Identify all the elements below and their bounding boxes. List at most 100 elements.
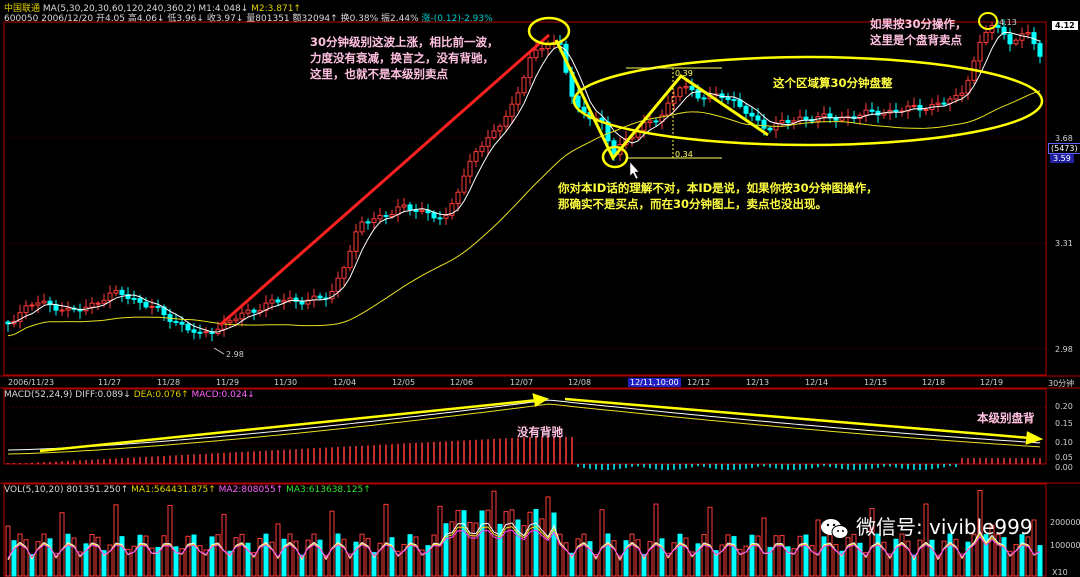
volume-bar <box>53 552 59 577</box>
candle <box>503 110 509 131</box>
volume-bar <box>965 541 971 577</box>
date-label: 12/06 <box>450 378 474 387</box>
candle <box>293 293 299 309</box>
uptrend-line <box>219 33 550 327</box>
volume-bar <box>119 536 125 577</box>
volume-bar <box>503 511 509 577</box>
volume-bar <box>383 503 389 577</box>
candle <box>545 40 551 55</box>
volume-bar <box>635 539 641 577</box>
candle <box>365 218 371 230</box>
candle <box>335 271 341 298</box>
volume-bar <box>707 506 713 577</box>
macd-histogram <box>7 436 1041 470</box>
volume-bar <box>89 534 95 577</box>
macd-arrows <box>39 393 1044 453</box>
volume-bar <box>149 547 155 577</box>
candle <box>281 293 287 310</box>
volume-bar <box>113 504 119 577</box>
volume-bar <box>671 542 677 577</box>
macd-axis-3: 0.05 <box>1055 453 1073 462</box>
volume-bar <box>809 545 815 577</box>
candle <box>815 111 821 129</box>
candle <box>155 299 161 312</box>
volume-bar <box>563 542 569 577</box>
volume-bar <box>827 534 833 577</box>
volume-bar <box>629 533 635 577</box>
volume-bar <box>881 541 887 577</box>
volume-bar <box>1001 537 1007 577</box>
volume-bar <box>905 540 911 577</box>
date-label: 12/12 <box>687 378 711 387</box>
candle <box>395 199 401 223</box>
pivot-circle-low <box>601 145 629 169</box>
price-label-2: 3.68 <box>1055 134 1073 143</box>
candle <box>857 112 863 125</box>
volume-bar <box>1007 550 1013 577</box>
volume-bar <box>179 548 185 577</box>
candle <box>455 188 461 212</box>
volume-bar <box>161 535 167 577</box>
candle <box>797 109 803 126</box>
ma-header: 中国联通 MA(5,30,20,30,60,120,240,360,2) M1:… <box>4 1 301 14</box>
volume-bar <box>893 538 899 577</box>
date-label: 11/28 <box>157 378 181 387</box>
change-value: 涨-(0.12)-2.93% <box>421 14 493 24</box>
swing-top-label: 0.39 <box>675 69 693 78</box>
price-label-3: 3.59 <box>1050 154 1074 163</box>
macd-title: MACD(52,24,9) <box>4 390 73 400</box>
candle <box>539 43 545 58</box>
volume-bar <box>839 550 845 577</box>
candle <box>521 74 527 97</box>
volume-bar <box>215 534 221 577</box>
volume-bar <box>461 510 467 577</box>
price-label-5: 2.98 <box>1055 345 1073 354</box>
quote-header: 600050 2006/12/20 开4.05 高4.06↓ 低3.96↓ 收3… <box>4 11 493 24</box>
volume-bar <box>557 533 563 577</box>
volume-bar <box>239 533 245 577</box>
candle <box>11 314 17 328</box>
volume-bar <box>989 524 995 577</box>
volume-bar <box>581 533 587 577</box>
volume-bar <box>527 511 533 577</box>
candle <box>1025 24 1031 39</box>
vol-header: VOL(5,10,20) 801351.250↑ MA1:564431.875↑… <box>4 485 371 495</box>
candle <box>83 299 89 316</box>
candle <box>197 324 203 339</box>
volume-bar <box>773 535 779 577</box>
volume-bar <box>443 523 449 577</box>
candle <box>413 203 419 219</box>
period-label[interactable]: 30分钟 <box>1048 379 1075 388</box>
vol-ma3: MA3:613638.125↑ <box>286 485 371 495</box>
volume-bar <box>47 538 53 577</box>
volume-bar <box>617 555 623 577</box>
candle <box>917 98 923 118</box>
volume-bar <box>971 533 977 577</box>
candle <box>41 293 47 306</box>
candle <box>869 102 875 115</box>
macd-header: MACD(52,24,9) DIFF:0.089↓ DEA:0.076↑ MAC… <box>4 390 255 400</box>
candle <box>935 95 941 113</box>
volume-bar <box>611 540 617 577</box>
volume-bar <box>575 538 581 577</box>
candle <box>767 125 773 133</box>
candle <box>359 216 365 236</box>
volume-bar <box>737 548 743 577</box>
candle <box>881 109 887 119</box>
volume-bar <box>911 554 917 577</box>
date-label: 12/18 <box>922 378 946 387</box>
candle <box>257 304 263 317</box>
volume-bar <box>653 503 659 577</box>
volume-bar <box>779 534 785 577</box>
volume-bar <box>947 533 953 577</box>
volume-bar <box>431 534 437 577</box>
volume-bar <box>731 536 737 577</box>
volume-bar <box>485 509 491 577</box>
open-value: 开4.05 <box>95 14 126 24</box>
volume-bar <box>1019 534 1025 577</box>
candle <box>851 110 857 124</box>
volume-bar <box>341 538 347 577</box>
volume-bar <box>821 536 827 577</box>
volume-bar <box>539 518 545 577</box>
